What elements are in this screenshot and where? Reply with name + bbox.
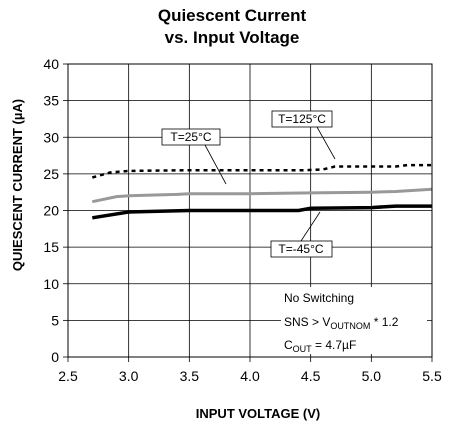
y-tick-label: 30 (43, 129, 59, 145)
plot-area-frame (67, 63, 433, 358)
chart-title-line2: vs. Input Voltage (164, 28, 300, 47)
label-t25-text: T=25°C (170, 130, 211, 144)
label-tm45-leader (300, 211, 321, 242)
y-tick-label: 20 (43, 203, 59, 219)
y-tick-label: 0 (51, 349, 59, 365)
y-tick-label: 40 (43, 56, 59, 72)
y-tick-label: 10 (43, 276, 59, 292)
x-tick-label: 3.5 (180, 368, 200, 384)
x-tick-label: 5.0 (362, 368, 382, 384)
label-tm45-box (270, 240, 333, 258)
y-tick-label: 15 (43, 239, 59, 255)
chart-title-line1: Quiescent Current (157, 6, 307, 25)
label-t125: T=125°C (271, 110, 336, 160)
x-tick-label: 4.5 (301, 368, 321, 384)
y-tick-label: 5 (51, 312, 59, 328)
x-tick-label: 4.0 (240, 368, 260, 384)
label-t125-box (271, 110, 333, 128)
series-layer (91, 163, 433, 220)
series-line-2 (92, 204, 432, 220)
y-axis-label: QUIESCENT CURRENT (µA) (10, 99, 25, 271)
note-no-switching: No Switching (284, 291, 354, 305)
tick-labels: 2.5 3.0 3.5 4.0 4.5 5.0 5.5 0 5 10 15 20 25 30 35 40 (43, 56, 442, 384)
note-cout: COUT = 4.7µF (284, 338, 356, 354)
label-t25: T=25°C (161, 128, 227, 185)
label-t125-leader (316, 126, 336, 160)
y-tick-label: 35 (43, 93, 59, 109)
x-tick-label: 2.5 (58, 368, 78, 384)
x-tick-label: 3.0 (119, 368, 139, 384)
label-t25-box (161, 128, 221, 146)
y-tick-label: 25 (43, 166, 59, 182)
series-line-1 (91, 187, 433, 204)
label-t125-text: T=125°C (278, 112, 326, 126)
note-sns-condition: SNS > VOUTNOM * 1.2 (284, 315, 399, 331)
label-tm45: T=-45°C (270, 211, 333, 258)
series-line-0 (91, 163, 432, 179)
x-axis-label: INPUT VOLTAGE (V) (196, 406, 320, 421)
label-t25-leader (204, 144, 227, 185)
x-tick-label: 5.5 (422, 368, 442, 384)
label-tm45-text: T=-45°C (278, 242, 323, 256)
conditions-note-background (281, 287, 427, 354)
